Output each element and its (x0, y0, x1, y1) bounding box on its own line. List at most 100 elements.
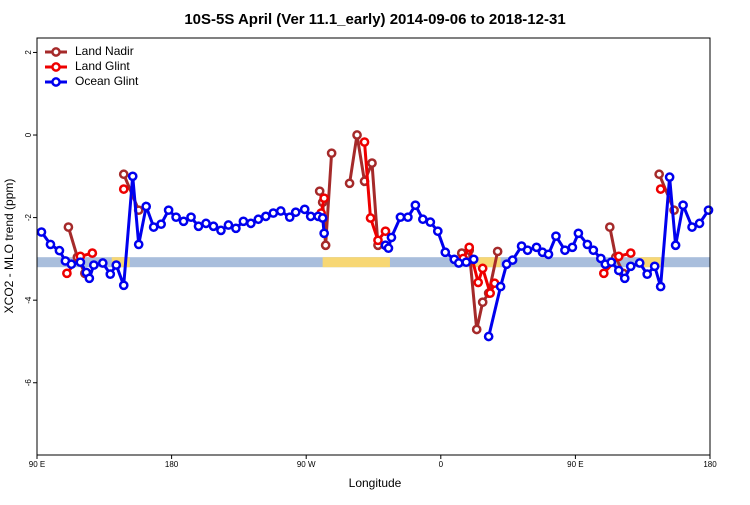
data-point (75, 257, 86, 268)
data-point (344, 178, 355, 189)
y-tick-label: -2 (24, 213, 33, 221)
data-point (495, 281, 506, 292)
data-point (485, 288, 496, 299)
data-point (380, 226, 391, 237)
data-point (373, 235, 383, 246)
plot-frame (36, 37, 711, 456)
data-point (352, 130, 362, 140)
data-point (551, 231, 561, 242)
data-point (395, 212, 406, 223)
data-point (84, 273, 95, 284)
data-point (54, 245, 65, 256)
data-point (208, 221, 219, 232)
plot-area: 2 0 -2 -4 -6 90 E 180 90 W 0 90 E 180 (24, 50, 717, 469)
data-point (531, 242, 542, 253)
data-point (231, 223, 241, 234)
x-axis-label: Longitude (349, 476, 402, 490)
data-point (582, 239, 593, 250)
x-tick-label: 0 (439, 460, 444, 469)
data-point (383, 243, 394, 254)
data-point (492, 246, 503, 257)
data-point (655, 281, 666, 292)
data-point (268, 208, 279, 218)
data-point (619, 273, 630, 284)
y-tick-label: 2 (24, 50, 33, 55)
data-point (260, 211, 271, 222)
data-point (453, 258, 464, 268)
data-point (290, 207, 301, 218)
data-point (45, 239, 56, 250)
data-point (625, 248, 636, 258)
data-point (320, 240, 331, 251)
data-point (425, 217, 436, 227)
data-point (317, 213, 328, 223)
data-point (238, 216, 249, 227)
data-point (664, 172, 675, 182)
data-point (365, 213, 376, 223)
data-point (483, 331, 494, 342)
data-point (193, 221, 204, 232)
data-point (223, 220, 234, 230)
y-tick-label: 0 (24, 132, 33, 137)
y-tick-label: -6 (24, 379, 33, 387)
data-point (687, 222, 697, 232)
data-point (440, 247, 451, 258)
legend-label: Land Nadir (75, 44, 134, 58)
data-point (314, 186, 325, 197)
data-point (613, 251, 624, 262)
data-point (367, 158, 377, 168)
data-point (111, 260, 122, 270)
data-point (654, 169, 665, 180)
x-tick-label: 90 E (29, 460, 45, 469)
data-point (634, 258, 645, 268)
land-segment (470, 257, 501, 268)
data-point (573, 228, 584, 239)
data-point (118, 184, 129, 194)
data-point (133, 239, 144, 250)
land-segment (111, 257, 130, 268)
data-point (87, 248, 98, 258)
data-point (655, 184, 666, 194)
data-point (97, 258, 108, 268)
data-point (186, 212, 196, 223)
data-point (171, 212, 181, 223)
legend-marker (51, 47, 61, 57)
data-point (246, 218, 256, 229)
legend-marker (51, 62, 61, 72)
legend-label: Land Glint (75, 59, 130, 73)
data-point (88, 260, 99, 270)
data-point (386, 232, 397, 243)
data-point (284, 212, 295, 223)
x-tick-label: 180 (165, 460, 179, 469)
data-point (418, 214, 428, 225)
data-point (410, 200, 421, 211)
data-point (403, 212, 413, 223)
data-point (66, 259, 77, 270)
data-point (201, 218, 211, 229)
data-point (319, 193, 329, 204)
data-point (473, 277, 484, 288)
data-point (468, 254, 479, 265)
data-point (604, 222, 615, 232)
data-point (670, 240, 681, 251)
data-point (63, 222, 74, 232)
data-point (477, 263, 488, 274)
data-point (253, 214, 264, 225)
data-point (588, 245, 599, 256)
data-point (543, 249, 554, 260)
land-segment (639, 257, 661, 268)
data-point (359, 137, 370, 147)
data-point (127, 171, 138, 182)
data-point (625, 261, 636, 272)
data-point (598, 268, 609, 279)
legend-label: Ocean Glint (75, 74, 139, 88)
data-point (606, 257, 617, 268)
data-point (148, 222, 159, 232)
legend-marker (51, 77, 61, 87)
data-point (178, 216, 189, 227)
data-point (319, 228, 329, 239)
data-point (694, 218, 705, 229)
data-point (156, 219, 166, 230)
